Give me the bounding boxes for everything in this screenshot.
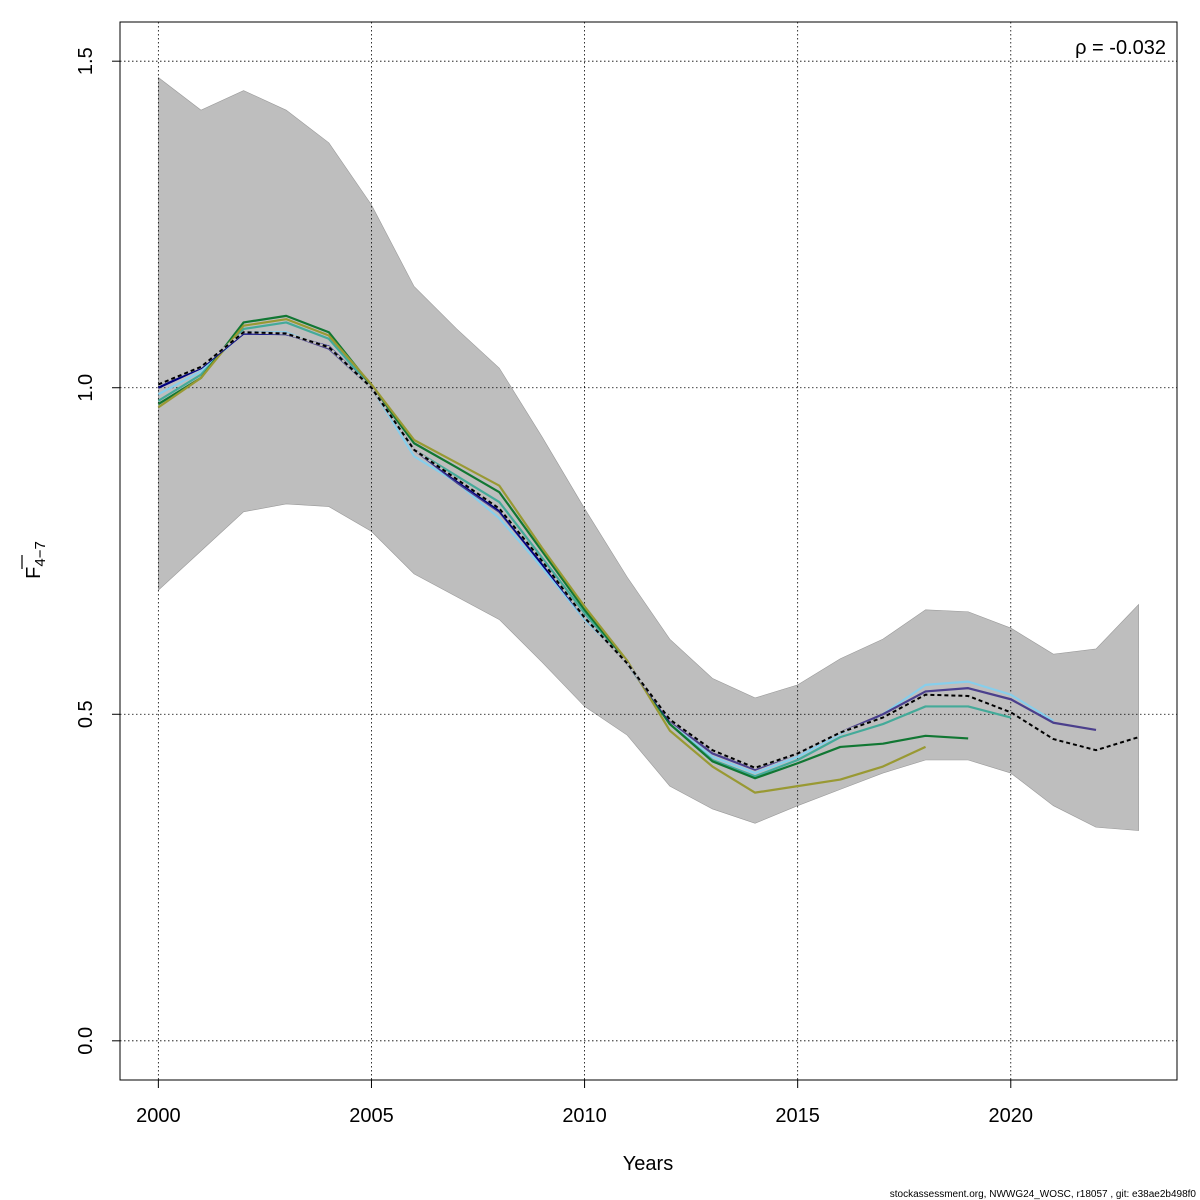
x-tick-label: 2010 [562,1105,607,1127]
y-tick-label: 0.5 [75,700,97,728]
x-axis-title: Years [623,1153,673,1175]
x-tick-label: 2000 [136,1105,181,1127]
y-tick-label: 1.5 [75,47,97,75]
series-line [157,331,1139,769]
y-axis-title: F4−7 [21,541,49,579]
confidence-band-layer [158,76,1139,831]
y-tick-label: 0.0 [75,1027,97,1055]
series-line [157,318,926,794]
plot-frame [119,21,1178,1081]
grid-layer [120,22,1177,1080]
y-tick-label: 1.0 [75,374,97,402]
footer-credit: stockassessment.org, NWWG24_WOSC, r18057… [890,1189,1197,1200]
y-axis-title-subscript: 4−7 [32,541,49,566]
y-axis-title-main: F [23,567,45,579]
rho-annotation: ρ = -0.032 [1075,37,1166,59]
series-line [157,314,969,780]
y-axis-title-text: F4−7 [23,541,49,579]
series-layer [157,314,1139,794]
confidence-band [158,76,1139,831]
series-line [157,321,1012,778]
x-tick-label: 2020 [989,1105,1034,1127]
x-tick-label: 2015 [775,1105,820,1127]
axis-layer: 2000 2005 2010 2015 2020 0.0 0.5 1.0 1.5 [75,47,1033,1127]
x-tick-label: 2005 [349,1105,394,1127]
